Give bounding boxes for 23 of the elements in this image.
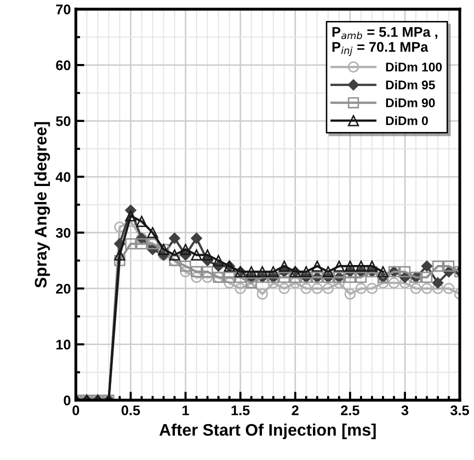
- legend-label: DiDm 0: [386, 116, 428, 126]
- x-tick-label: 1: [182, 406, 190, 416]
- y-tick-label: 70: [56, 4, 70, 14]
- x-tick-label: 0.5: [122, 405, 140, 416]
- y-tick-label: 40: [56, 172, 70, 182]
- legend-label: DiDm 95: [386, 80, 435, 90]
- y-tick-label: 30: [56, 228, 70, 238]
- y-axis-title: Spray Angle [degree]: [34, 122, 50, 288]
- y-tick-label: 0: [64, 396, 70, 406]
- y-tick-label: 60: [56, 60, 70, 70]
- x-axis-title: After Start Of Injection [ms]: [159, 424, 376, 440]
- legend-label: DiDm 90: [386, 98, 435, 108]
- legend-label: DiDm 100: [386, 62, 442, 72]
- x-tick-label: 2: [292, 405, 299, 416]
- y-tick-label: 20: [56, 284, 70, 294]
- x-tick-label: 1.5: [232, 406, 250, 416]
- x-tick-label: 0: [72, 405, 80, 416]
- x-tick-label: 3: [401, 405, 408, 416]
- y-tick-label: 10: [56, 340, 70, 350]
- y-tick-label: 50: [56, 116, 70, 126]
- x-tick-label: 3.5: [450, 405, 470, 416]
- x-tick-label: 2.5: [340, 405, 360, 416]
- text: P$_{amb}$ = 5.1 MPa , P$_{inj}$ = 70.1 MPa: [332, 27, 438, 56]
